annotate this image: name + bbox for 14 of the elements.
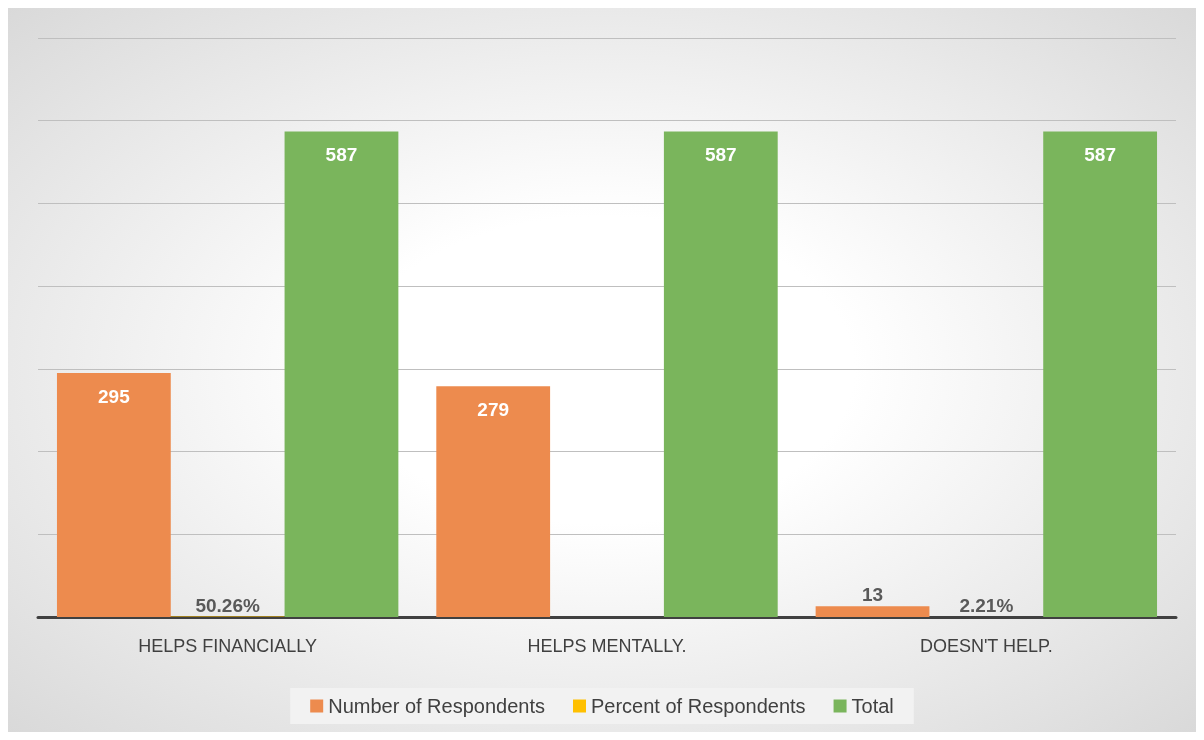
data-label: 295 [98, 385, 131, 407]
x-tick-label: DOESN'T HELP. [919, 636, 1053, 656]
data-label: 50.26% [195, 594, 260, 616]
data-label: 587 [1084, 144, 1116, 166]
x-tick-label: HELPS FINANCIALLY [138, 636, 318, 656]
x-tick-label: HELPS MENTALLY. [527, 636, 687, 656]
data-label: 2.21% [959, 594, 1014, 616]
legend-label: Total [851, 695, 894, 717]
legend-label: Number of Respondents [328, 695, 545, 717]
data-label: 587 [704, 144, 737, 166]
data-label: 13 [861, 584, 884, 606]
legend-label: Percent of Respondents [590, 695, 806, 717]
data-label: 587 [325, 144, 358, 166]
data-label: 279 [477, 399, 510, 421]
